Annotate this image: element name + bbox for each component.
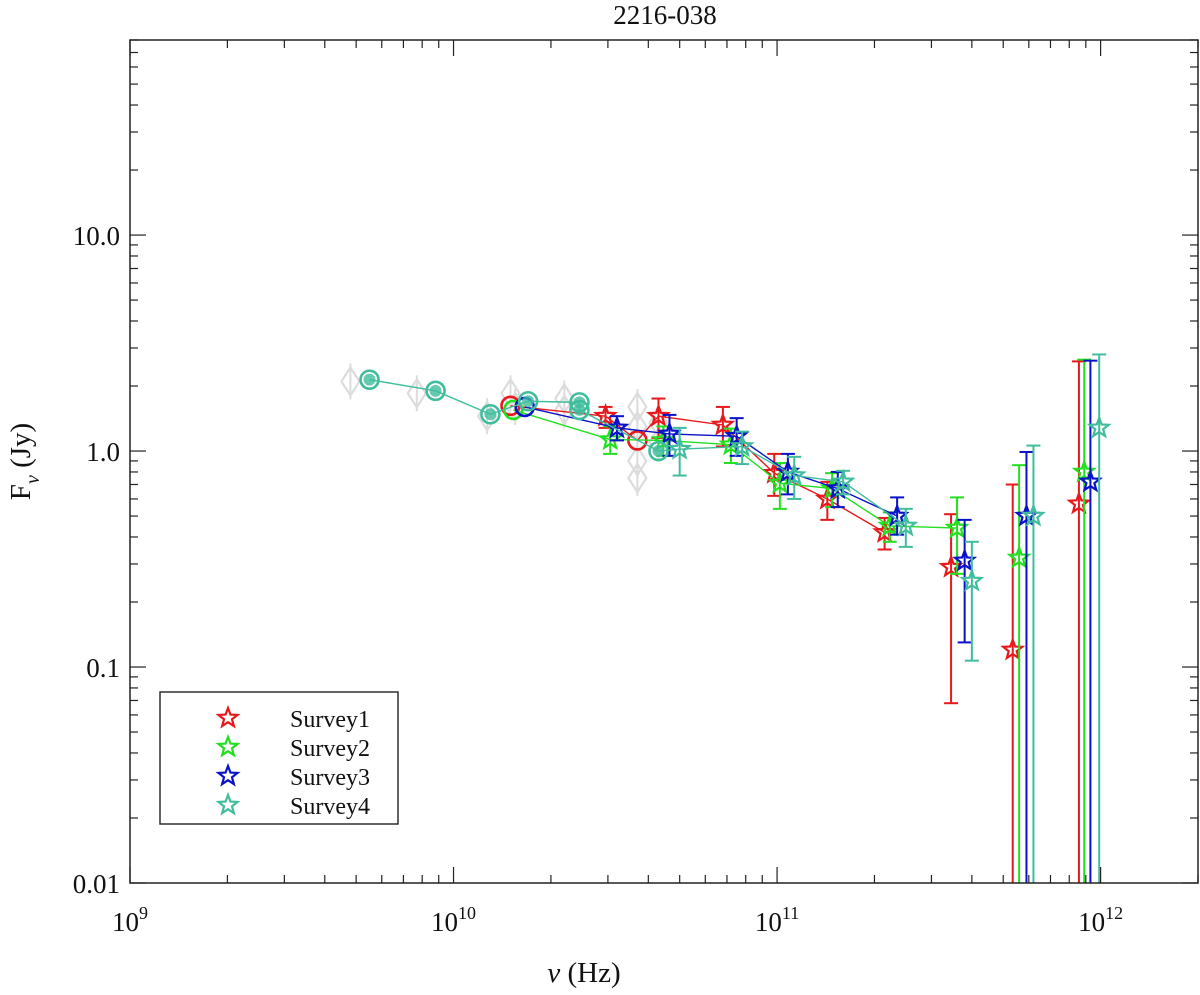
legend-label-survey3: Survey3 [290,765,370,791]
legend-box [159,691,399,825]
survey4-circle-fill-6 [652,445,665,458]
y-tick-label-0: 0.01 [73,869,120,899]
survey4-star-3 [830,468,856,493]
survey4-circle-5 [569,399,590,421]
survey1-star-8 [1066,490,1092,515]
survey3-star-0 [604,414,630,439]
survey4-star-7 [1086,414,1112,439]
x-tick-label-2: 1011 [755,903,799,937]
legend-marker-survey4 [215,791,241,816]
survey4-star-1 [729,433,755,458]
survey1-star-2 [710,411,736,436]
legend-marker-survey1 [215,704,241,729]
survey4-circle-fill-0 [363,373,376,386]
survey4-circle-fill-1 [429,384,442,397]
survey3-star-1 [656,420,682,445]
archival-point-10 [627,461,648,495]
survey4-star-0 [667,436,693,460]
legend-label-survey1: Survey1 [290,707,370,733]
plot-area [340,353,1112,883]
y-axis-label: Fν (Jy) [5,423,44,500]
y-tick-label-2: 1.0 [86,437,120,467]
y-tick-label-1: 0.1 [86,653,120,683]
x-axis-label: ν (Hz) [547,957,620,989]
survey3-star-4 [825,475,851,500]
survey1-star-0 [593,403,619,427]
x-tick-label-0: 109 [112,903,148,937]
survey1-star-5 [872,519,898,544]
survey4-circle-fill-3 [522,395,535,408]
survey3-star-2 [724,423,750,447]
legend-label-survey4: Survey4 [290,794,370,820]
survey3-star-8 [1077,468,1103,493]
survey4-star-5 [959,567,985,592]
y-tick-label-3: 10.0 [73,221,120,251]
survey4-circle-1 [425,380,446,402]
x-tick-label-1: 1010 [431,903,476,937]
survey4-circle-6 [648,440,669,462]
legend-marker-survey2 [215,733,241,758]
legend-label-survey2: Survey2 [290,736,370,762]
survey1-star-6 [938,554,964,578]
survey4-circle-0 [359,369,380,390]
survey4-circle-2 [480,403,501,425]
survey1-line [510,405,885,534]
archival-point-0 [340,365,361,398]
survey4-circle-fill-2 [484,408,497,421]
x-tick-label-3: 1012 [1078,903,1123,937]
survey4-star-2 [781,462,807,487]
survey4-star-4 [893,512,919,537]
survey4-circle-3 [517,390,539,412]
legend-marker-survey3 [215,762,241,787]
survey4-star-6 [1020,502,1046,527]
survey4-circle-fill-5 [573,403,586,416]
survey1-star-1 [645,403,671,427]
chart-title: 2216-038 [613,0,717,30]
